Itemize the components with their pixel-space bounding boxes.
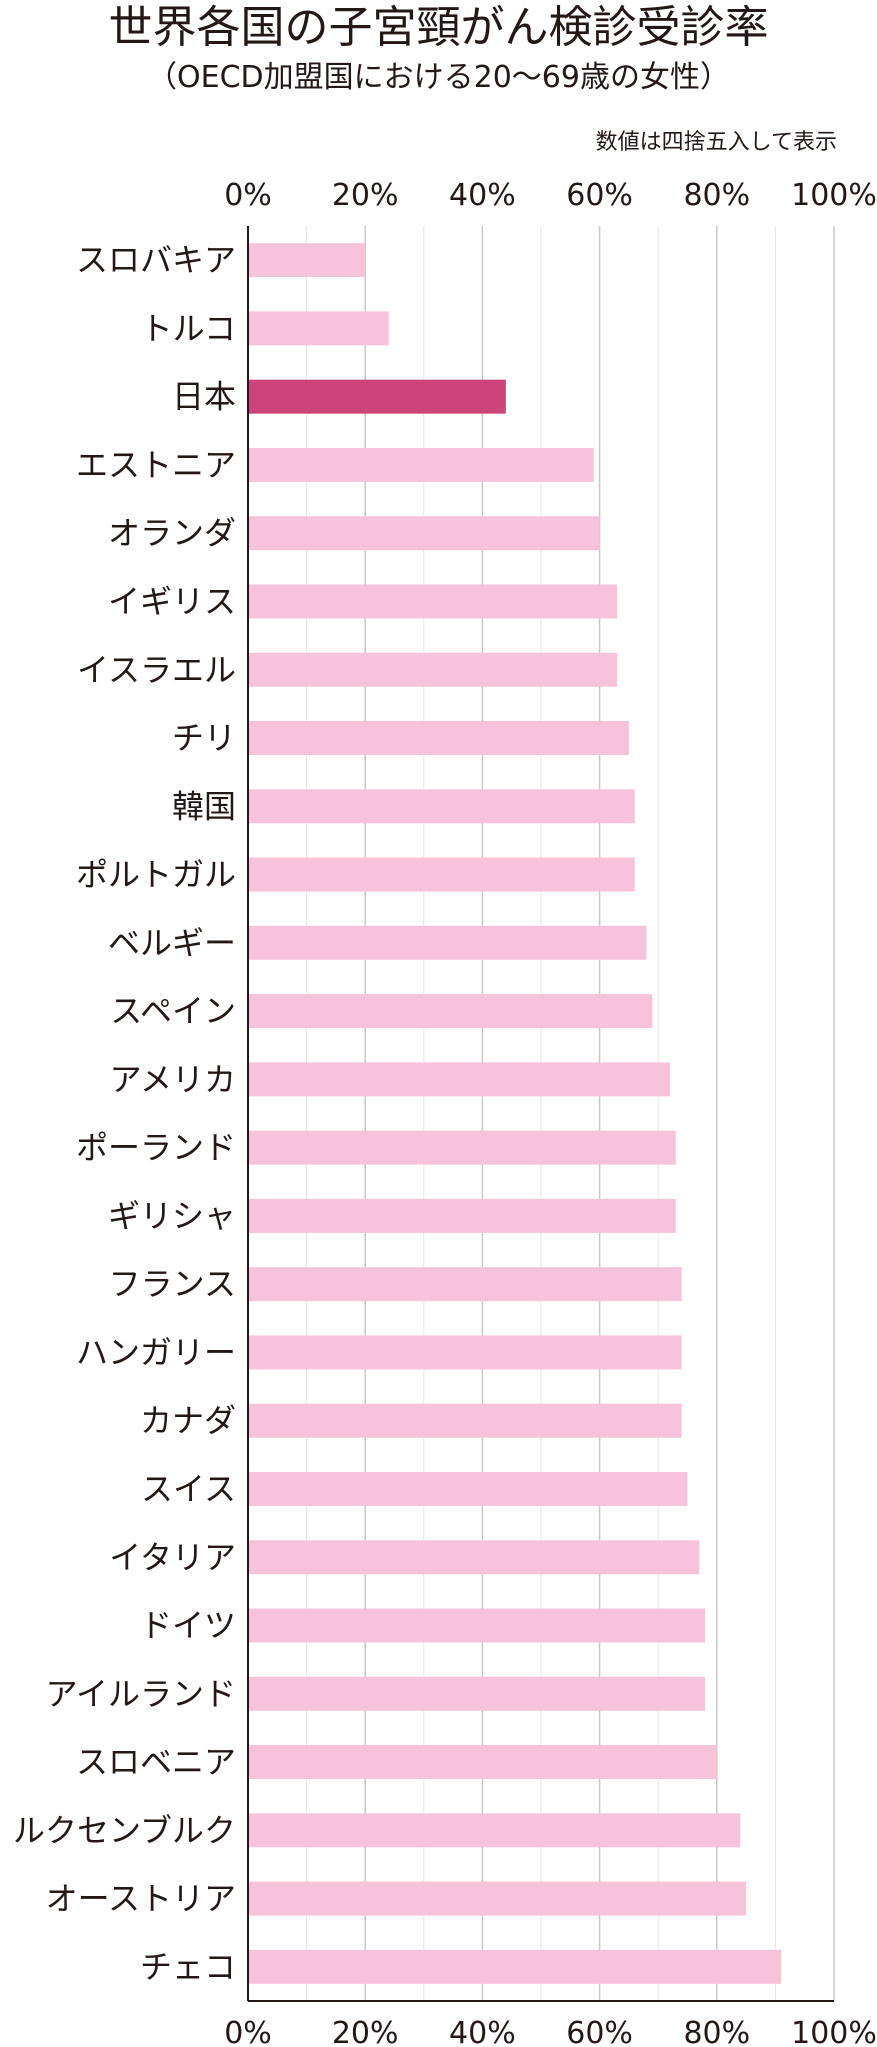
x-tick-label-bottom: 60% [566, 2016, 633, 2047]
category-label: ポーランド [76, 1129, 236, 1167]
category-label: スイス [141, 1470, 236, 1508]
bar [248, 994, 653, 1029]
category-label: 韓国 [172, 787, 236, 825]
category-label: イタリア [109, 1538, 236, 1576]
bar [248, 1403, 682, 1438]
x-tick-label-top: 0% [224, 178, 272, 213]
category-label: スペイン [110, 992, 236, 1030]
x-tick-label-top: 40% [449, 178, 516, 213]
bar [248, 1471, 688, 1506]
category-label: ベルギー [108, 924, 236, 962]
category-label: ルクセンブルク [13, 1811, 236, 1849]
category-label: チリ [172, 719, 236, 757]
bar [248, 925, 647, 960]
bar [248, 1130, 676, 1165]
x-tick-label-bottom: 20% [332, 2016, 399, 2047]
category-label: トルコ [141, 309, 236, 347]
category-label: ドイツ [140, 1607, 236, 1645]
bar [248, 1949, 782, 1984]
category-label: ハンガリー [76, 1333, 236, 1371]
bar [248, 1676, 706, 1711]
bar [248, 1267, 682, 1302]
x-tick-label-bottom: 40% [449, 2016, 516, 2047]
bar [248, 1745, 717, 1780]
x-tick-label-bottom: 100% [791, 2016, 877, 2047]
bar [248, 379, 506, 414]
bar [248, 243, 366, 278]
category-label: ギリシャ [108, 1197, 236, 1235]
bar [248, 1608, 706, 1643]
category-label: エストニア [76, 446, 236, 484]
bar [248, 516, 600, 551]
bar [248, 1335, 682, 1370]
category-label: カナダ [140, 1402, 236, 1440]
bar [248, 1881, 747, 1916]
bar [248, 652, 618, 687]
bar [248, 584, 618, 619]
category-label: フランス [109, 1265, 236, 1303]
bar [248, 447, 594, 482]
x-tick-label-bottom: 80% [683, 2016, 750, 2047]
bar [248, 1540, 700, 1575]
category-label: イスラエル [77, 651, 236, 689]
category-label: イギリス [108, 582, 236, 620]
bar [248, 311, 389, 346]
category-label: オランダ [108, 514, 236, 552]
x-tick-label-bottom: 0% [224, 2016, 272, 2047]
bar [248, 721, 629, 756]
bar [248, 789, 635, 824]
category-label: アメリカ [110, 1060, 236, 1098]
category-label: スロベニア [76, 1743, 236, 1781]
bar [248, 1813, 741, 1848]
x-tick-label-top: 80% [683, 178, 750, 213]
bar [248, 1062, 670, 1097]
x-tick-label-top: 100% [791, 178, 877, 213]
bar [248, 1198, 676, 1233]
bar [248, 857, 635, 892]
rounding-note: 数値は四捨五入して表示 [595, 130, 837, 155]
x-tick-label-top: 20% [332, 178, 399, 213]
x-tick-label-top: 60% [566, 178, 633, 213]
category-label: チェコ [140, 1948, 236, 1986]
chart-subtitle: （OECD加盟国における20～69歳の女性） [147, 60, 730, 95]
chart-title: 世界各国の子宮頸がん検診受診率 [108, 2, 769, 53]
category-label: オーストリア [46, 1880, 236, 1918]
category-label: ポルトガル [76, 856, 236, 894]
category-label: スロバキア [76, 241, 236, 279]
category-label: 日本 [172, 378, 236, 416]
category-label: アイルランド [46, 1675, 236, 1713]
